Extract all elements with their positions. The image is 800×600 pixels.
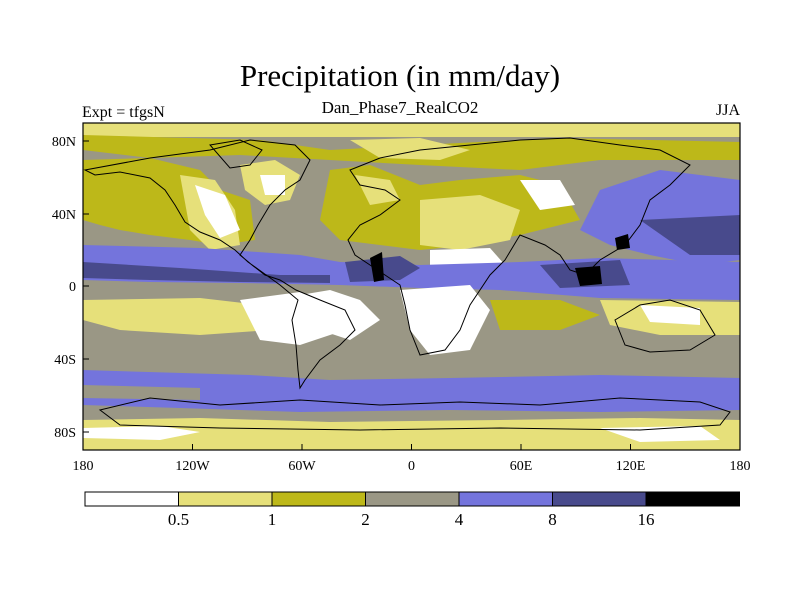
y-tick-label: 80S xyxy=(54,426,76,441)
x-tick-label: 120E xyxy=(616,459,646,474)
colorbar-swatch xyxy=(458,491,553,507)
colorbar-label: 0.5 xyxy=(168,510,189,529)
field-na-core xyxy=(195,185,240,238)
australia-coast xyxy=(614,299,716,353)
colorbar-swatch xyxy=(271,491,366,507)
antarctica-coast xyxy=(98,397,731,431)
y-tick-label: 0 xyxy=(69,280,76,295)
field-arctic-patch xyxy=(350,138,470,160)
field-indian-max xyxy=(575,266,602,286)
map-title: Precipitation (in mm/day) xyxy=(239,58,561,93)
colorbar-label: 2 xyxy=(361,510,370,529)
colorbar-label: 1 xyxy=(268,510,277,529)
x-tick-label: 120W xyxy=(175,459,210,474)
colorbar-label: 4 xyxy=(455,510,464,529)
y-tick-label: 80N xyxy=(52,135,76,150)
y-tick-label: 40S xyxy=(54,353,76,368)
precipitation-field xyxy=(83,123,740,450)
x-tick-label: 180 xyxy=(730,459,751,474)
americas-coast xyxy=(83,139,356,390)
field-itcz-east-pacific xyxy=(83,262,330,283)
eurasia-africa-coast xyxy=(347,137,691,356)
field-africa-dry xyxy=(400,285,490,355)
field-antarctic xyxy=(83,418,740,450)
field-europe-dry xyxy=(355,175,400,205)
field-north-edge xyxy=(83,123,740,137)
colorbar-swatch xyxy=(84,491,179,507)
colorbar-label: 16 xyxy=(638,510,655,529)
colorbar-swatch xyxy=(365,491,460,507)
x-tick-label: 180 xyxy=(73,459,94,474)
axis-ticks xyxy=(82,140,741,450)
field-se-pacific xyxy=(83,298,270,335)
experiment-label: Expt = tfgsN xyxy=(82,104,165,121)
colorbar-swatch xyxy=(645,491,740,507)
greenland-coast xyxy=(209,139,263,169)
field-sa-core xyxy=(300,290,380,340)
season-label: JJA xyxy=(715,102,740,119)
field-indian-south xyxy=(490,300,600,330)
field-west-pacific-heavy xyxy=(640,215,740,255)
field-asia-dry xyxy=(520,180,575,210)
field-storm-track-sw xyxy=(83,385,200,400)
y-tick-label: 40N xyxy=(52,208,76,223)
x-tick-label: 60W xyxy=(288,459,316,474)
colorbar: 0.5 1 2 4 8 16 xyxy=(84,491,740,529)
x-tick-label: 60E xyxy=(510,459,533,474)
field-sahara-edge xyxy=(420,195,520,250)
colorbar-label: 8 xyxy=(548,510,557,529)
field-australia-dry xyxy=(640,305,700,325)
coastlines xyxy=(83,137,731,431)
field-na-east-core xyxy=(260,175,285,195)
colorbar-swatch xyxy=(178,491,273,507)
field-atlantic-max xyxy=(370,252,384,282)
map-subtitle: Dan_Phase7_RealCO2 xyxy=(321,98,479,117)
x-tick-label: 0 xyxy=(408,459,415,474)
field-pacific-max xyxy=(615,234,630,250)
field-antarctic-dry xyxy=(83,426,200,440)
colorbar-swatch xyxy=(552,491,647,507)
